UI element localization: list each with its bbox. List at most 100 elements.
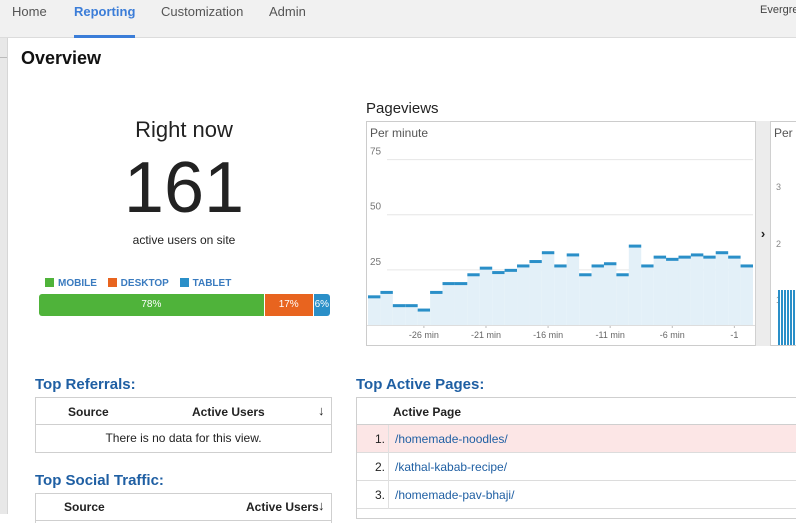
mobile-segment[interactable]: 78% (39, 294, 264, 316)
pageview-bar (504, 269, 518, 325)
pageview-bar-top (541, 251, 555, 255)
pageview-bar (628, 245, 642, 325)
pageview-bar (417, 309, 431, 325)
pageview-bar (728, 256, 741, 325)
pageview-bar-top (603, 262, 617, 266)
top-referrals-title: Top Referrals: (35, 376, 136, 393)
pageview-bar-top (579, 273, 592, 277)
page-link[interactable]: /kathal-kabab-recipe/ (395, 460, 508, 474)
active-users-label: active users on site (132, 233, 236, 247)
pageview-bar (678, 256, 691, 325)
pageview-bar-top (442, 282, 455, 286)
page-link[interactable]: /homemade-pav-bhaji/ (395, 488, 515, 502)
sort-down-icon[interactable]: ↓ (318, 403, 325, 418)
pageview-bar-top (616, 273, 629, 277)
sort-down-icon[interactable]: ↓ (318, 498, 325, 513)
pageview-bar (430, 291, 443, 325)
device-share-bar: 78% 17% 6% (39, 294, 330, 316)
active-users-count: 161 (123, 148, 245, 228)
pageview-bar (566, 254, 580, 325)
pageview-bar (517, 265, 530, 325)
per-second-bars (778, 290, 796, 345)
tablet-segment[interactable]: 6% (312, 294, 330, 316)
pageview-bar-top (666, 257, 679, 261)
table-row[interactable]: 2. /kathal-kabab-recipe/ (357, 453, 796, 481)
y-tick-label: 25 (370, 257, 382, 268)
pageview-bar (591, 265, 604, 325)
col-source[interactable]: Source (64, 500, 105, 514)
chevron-right-icon[interactable]: › (755, 121, 771, 346)
col-source[interactable]: Source (68, 405, 109, 419)
pageview-bar-top (517, 264, 530, 268)
pageview-bar-top (467, 273, 480, 277)
right-now-title: Right now (135, 117, 233, 142)
per-second-tick: 3 (776, 182, 782, 192)
table-row[interactable]: 1. /homemade-noodles/ (357, 425, 796, 453)
pageview-bar (405, 305, 418, 325)
x-tick-label: -16 min (533, 330, 563, 340)
pageview-bar (554, 265, 567, 325)
x-tick-label: -6 min (660, 330, 685, 340)
pageview-bar (380, 291, 393, 325)
social-table: Source Active Users ↓ (35, 493, 332, 523)
column-divider (388, 425, 389, 453)
pageview-bar-top (417, 308, 431, 312)
col-active-users[interactable]: Active Users (192, 405, 265, 419)
pageview-bar (653, 256, 667, 325)
pageview-bar (492, 272, 505, 325)
pageview-bar (454, 283, 468, 325)
legend-mobile: MOBILE (45, 278, 97, 289)
page-link[interactable]: /homemade-noodles/ (395, 432, 508, 446)
pageview-bar-top (653, 255, 667, 259)
per-second-label: Per second (774, 126, 796, 140)
pageview-bar (368, 296, 381, 325)
row-number: 2. (374, 460, 385, 474)
pageview-bar (616, 274, 629, 325)
pageview-bar (666, 258, 679, 325)
y-tick-label: 75 (370, 147, 382, 158)
desktop-swatch (107, 278, 117, 287)
sidebar-toggle-icon[interactable] (0, 46, 7, 58)
pageview-bar (541, 252, 555, 325)
pageview-bar-top (368, 295, 381, 299)
per-second-tick: 2 (776, 239, 782, 249)
top-active-pages-title: Top Active Pages: (356, 376, 485, 393)
y-tick-label: 50 (370, 202, 382, 213)
pageview-bar-top (740, 264, 753, 268)
active-pages-table: Active Page 1. /homemade-noodles/ 2. /ka… (356, 397, 796, 519)
referrals-table: Source Active Users ↓ There is no data f… (35, 397, 332, 453)
pageview-bar (740, 265, 753, 325)
pageview-bar (529, 261, 542, 325)
desktop-segment[interactable]: 17% (263, 294, 313, 316)
pageviews-per-second-chart[interactable]: Per second 3 2 1 (771, 121, 796, 346)
row-number: 1. (374, 432, 385, 446)
tab-reporting[interactable]: Reporting (74, 0, 136, 38)
x-tick-label: -21 min (471, 330, 501, 340)
top-social-title: Top Social Traffic: (35, 472, 164, 489)
tab-admin[interactable]: Admin (269, 4, 306, 19)
sidebar-collapsed[interactable] (0, 38, 8, 514)
pageviews-chart-svg: 25 50 75 -26 min -21 min -16 min -11 min -6 min… (367, 147, 755, 340)
pageview-bar-top (504, 268, 518, 272)
account-name[interactable]: Evergreen (760, 4, 796, 16)
legend-tablet: TABLET (179, 278, 231, 289)
pageview-bar (392, 305, 406, 325)
device-legend: MOBILE DESKTOP TABLET (45, 278, 239, 289)
col-active-page[interactable]: Active Page (393, 405, 462, 419)
page-title: Overview (21, 48, 102, 68)
tab-home[interactable]: Home (12, 4, 47, 19)
pageview-bar-top (703, 255, 716, 259)
pageview-bar-top (430, 290, 443, 294)
per-minute-label: Per minute (370, 126, 429, 140)
pageview-bar (442, 283, 455, 325)
col-active-users[interactable]: Active Users (246, 500, 319, 514)
pageview-bar (703, 256, 716, 325)
pageviews-per-minute-chart[interactable]: 25 50 75 -26 min -21 min -16 min -11 min -6 min… (366, 121, 756, 346)
tab-customization[interactable]: Customization (161, 4, 244, 19)
pageview-bar-top (641, 264, 654, 268)
pageview-bar-top (492, 271, 505, 275)
x-tick-label: -1 (730, 330, 738, 340)
table-row[interactable]: 3. /homemade-pav-bhaji/ (357, 481, 796, 509)
x-tick-label: -11 min (596, 330, 625, 340)
pageview-bar-top (554, 264, 567, 268)
